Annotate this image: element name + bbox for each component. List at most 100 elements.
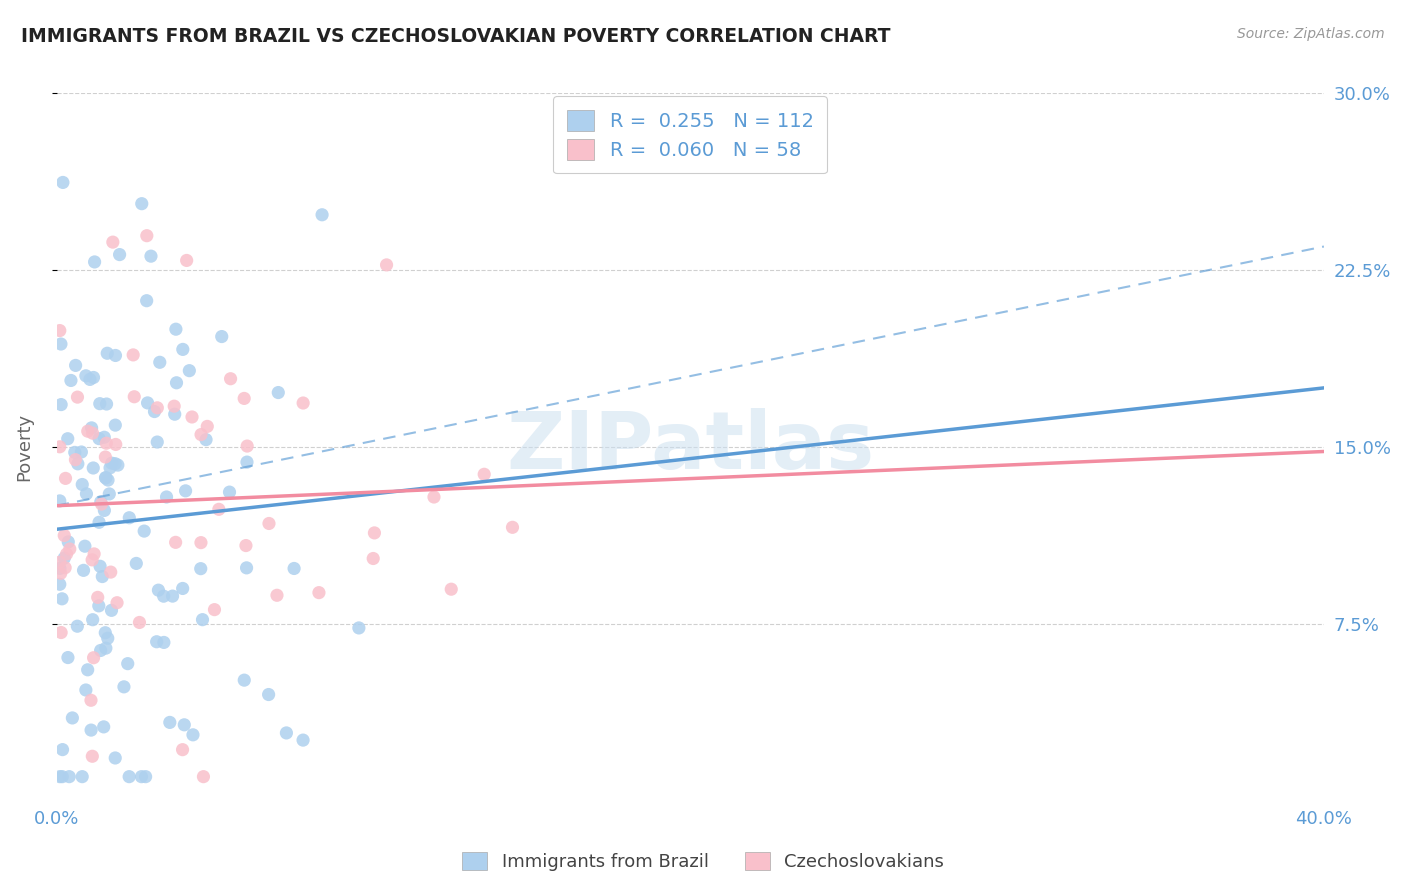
- Point: [70, 445, 93, 459]
- Point: [49, 398, 72, 412]
- Point: [100, 565, 122, 579]
- Point: [153, 635, 176, 649]
- Text: IMMIGRANTS FROM BRAZIL VS CZECHOSLOVAKIAN POVERTY CORRELATION CHART: IMMIGRANTS FROM BRAZIL VS CZECHOSLOVAKIA…: [21, 27, 890, 45]
- Point: [79, 372, 101, 386]
- Point: [60, 711, 83, 725]
- Legend: R =  0.255   N = 112, R =  0.060   N = 58: R = 0.255 N = 112, R = 0.060 N = 58: [553, 96, 827, 173]
- Point: [104, 348, 127, 362]
- Point: [66, 390, 89, 404]
- Point: [97, 473, 120, 487]
- Point: [49, 566, 72, 581]
- Point: [233, 392, 256, 406]
- Text: ZIPatlas: ZIPatlas: [506, 408, 875, 486]
- Point: [145, 634, 167, 648]
- Point: [104, 418, 127, 433]
- Point: [83, 650, 105, 665]
- Point: [51, 742, 73, 756]
- Point: [52, 176, 75, 190]
- Point: [163, 399, 186, 413]
- Point: [165, 535, 187, 549]
- Point: [257, 516, 280, 531]
- Point: [82, 461, 104, 475]
- Point: [51, 770, 73, 784]
- Point: [58, 534, 80, 549]
- Point: [112, 680, 135, 694]
- Point: [94, 450, 117, 464]
- Point: [105, 596, 128, 610]
- Point: [65, 359, 87, 373]
- Point: [176, 253, 198, 268]
- Point: [181, 409, 204, 424]
- Point: [131, 196, 153, 211]
- Point: [163, 407, 186, 421]
- Point: [218, 485, 240, 500]
- Point: [108, 247, 131, 261]
- Point: [49, 770, 72, 784]
- Point: [472, 467, 495, 482]
- Point: [139, 249, 162, 263]
- Point: [235, 561, 257, 575]
- Point: [59, 374, 82, 388]
- Point: [135, 293, 157, 308]
- Point: [72, 563, 94, 577]
- Point: [53, 551, 76, 566]
- Point: [49, 440, 72, 454]
- Point: [59, 541, 82, 556]
- Point: [70, 770, 93, 784]
- Point: [204, 602, 226, 616]
- Point: [219, 372, 242, 386]
- Point: [117, 657, 139, 671]
- Point: [118, 510, 141, 524]
- Point: [155, 490, 177, 504]
- Point: [94, 641, 117, 656]
- Point: [363, 525, 385, 540]
- Point: [73, 539, 96, 553]
- Point: [361, 551, 384, 566]
- Point: [165, 322, 187, 336]
- Point: [502, 520, 524, 534]
- Point: [93, 503, 115, 517]
- Point: [308, 585, 330, 599]
- Point: [58, 770, 80, 784]
- Point: [134, 524, 156, 538]
- Point: [440, 582, 463, 597]
- Point: [80, 421, 103, 435]
- Point: [311, 208, 333, 222]
- Point: [49, 625, 72, 640]
- Point: [292, 396, 315, 410]
- Point: [56, 650, 79, 665]
- Point: [233, 673, 256, 688]
- Point: [276, 726, 298, 740]
- Point: [131, 770, 153, 784]
- Point: [149, 355, 172, 369]
- Point: [87, 432, 110, 446]
- Point: [83, 370, 105, 384]
- Point: [292, 733, 315, 747]
- Point: [423, 490, 446, 504]
- Point: [375, 258, 398, 272]
- Point: [76, 663, 98, 677]
- Point: [135, 228, 157, 243]
- Point: [195, 433, 218, 447]
- Point: [104, 437, 127, 451]
- Point: [94, 625, 117, 640]
- Point: [211, 329, 233, 343]
- Text: Source: ZipAtlas.com: Source: ZipAtlas.com: [1237, 27, 1385, 41]
- Point: [236, 455, 259, 469]
- Point: [75, 368, 97, 383]
- Point: [49, 555, 72, 569]
- Point: [49, 494, 72, 508]
- Point: [181, 728, 204, 742]
- Point: [55, 547, 77, 561]
- Point: [98, 460, 121, 475]
- Point: [93, 430, 115, 444]
- Point: [179, 364, 201, 378]
- Point: [125, 557, 148, 571]
- Point: [135, 770, 157, 784]
- Point: [80, 693, 103, 707]
- Point: [100, 456, 122, 470]
- Point: [82, 749, 104, 764]
- Point: [104, 751, 127, 765]
- Point: [100, 603, 122, 617]
- Point: [173, 718, 195, 732]
